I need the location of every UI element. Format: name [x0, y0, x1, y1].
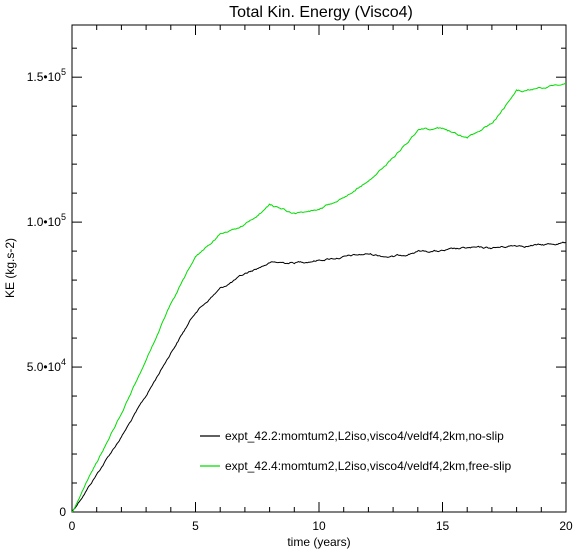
legend: expt_42.2:momtum2,L2iso,visco4/veldf4,2k…: [200, 429, 511, 473]
legend-entry: expt_42.4:momtum2,L2iso,visco4/veldf4,2k…: [225, 459, 511, 473]
legend-entry: expt_42.2:momtum2,L2iso,visco4/veldf4,2k…: [225, 429, 504, 443]
y-tick-mantissa: 0: [59, 505, 66, 519]
y-tick-label: 1.0•105: [27, 212, 66, 229]
y-tick-exponent: 4: [61, 357, 66, 367]
series-line-1: [71, 241, 567, 513]
series-layer: [71, 83, 567, 513]
y-tick-exponent: 5: [61, 67, 66, 77]
series-line-2: [71, 83, 567, 513]
x-axis-title: time (years): [287, 535, 350, 549]
y-tick-label: 5.0•104: [27, 357, 66, 374]
y-tick-label: 1.5•105: [27, 67, 66, 84]
x-axis-ticks: 0 5 10 15 20: [69, 25, 573, 533]
y-tick-label: 0: [59, 505, 66, 519]
y-tick-mantissa: 5.0•10: [27, 360, 62, 374]
x-tick-label: 15: [436, 519, 450, 533]
x-tick-label: 0: [69, 519, 76, 533]
y-tick-mantissa: 1.5•10: [27, 70, 62, 84]
y-tick-exponent: 5: [61, 212, 66, 222]
y-tick-mantissa: 1.0•10: [27, 215, 62, 229]
x-tick-label: 5: [192, 519, 199, 533]
chart-title: Total Kin. Energy (Visco4): [229, 4, 413, 21]
y-axis-title: KE (kg.s-2): [3, 238, 17, 298]
x-tick-label: 20: [559, 519, 573, 533]
x-tick-label: 10: [312, 519, 326, 533]
